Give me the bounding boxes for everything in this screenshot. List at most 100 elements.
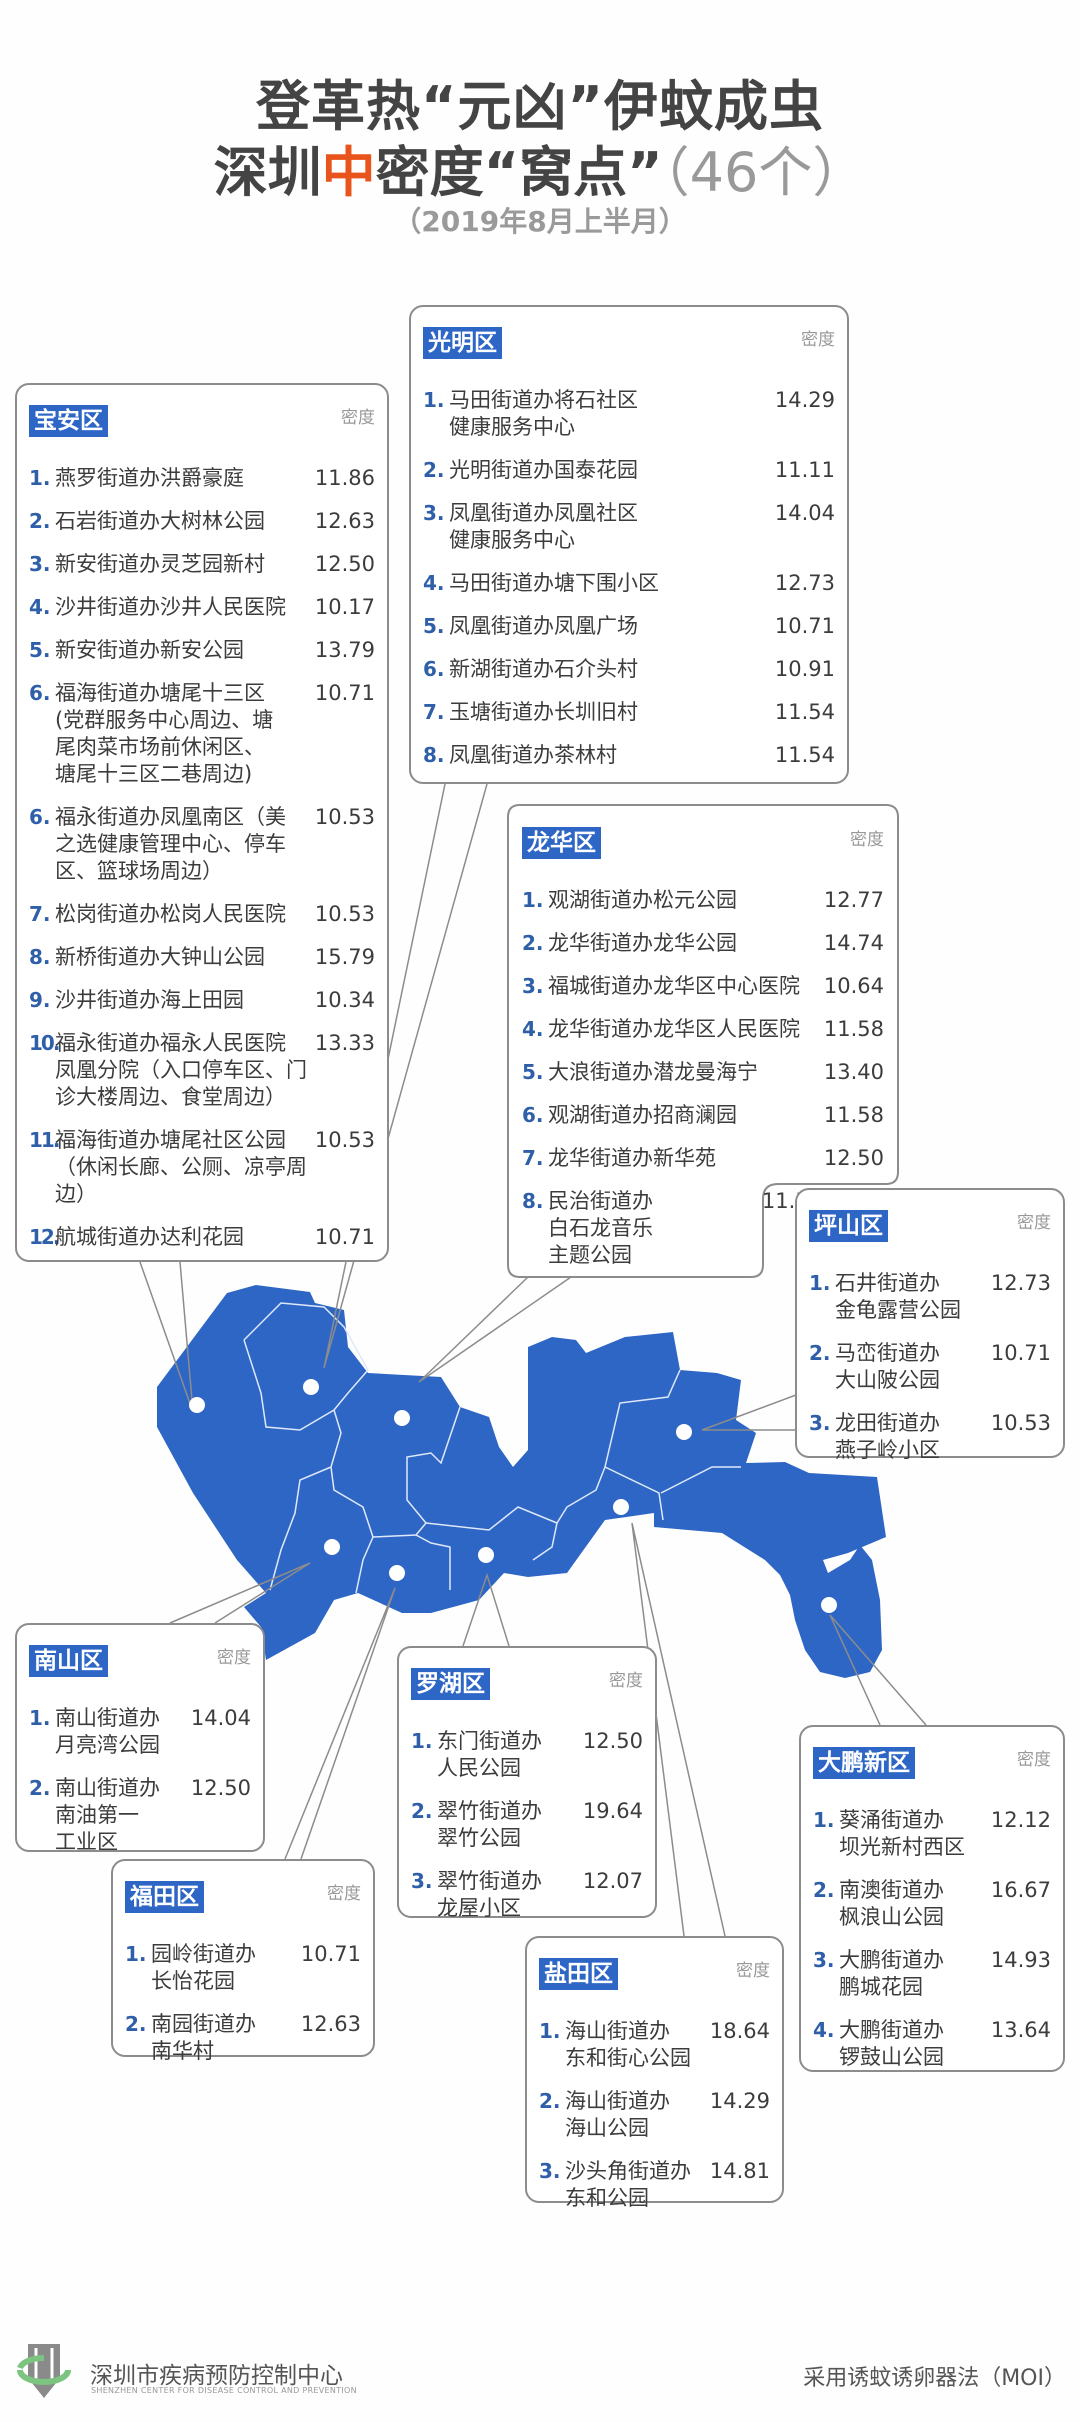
item-location: 福城街道办龙华区中心医院 <box>548 974 800 998</box>
density-header: 密度 <box>217 1648 251 1668</box>
list-item: 4. 马田街道办塘下围小区 12.73 <box>423 570 835 597</box>
item-number: 6. <box>423 657 445 681</box>
item-number: 3. <box>522 974 544 998</box>
leader-guangming <box>323 783 488 1369</box>
district-tag: 宝安区 <box>29 405 108 437</box>
item-number: 2. <box>29 509 51 533</box>
list-item: 7. 龙华街道办新华苑 12.50 <box>522 1145 884 1172</box>
district-panel-dapeng: 大鹏新区 密度 1. 葵涌街道办 坝光新村西区 12.12 2. 南澳街道办 枫浪山公园 16… <box>799 1725 1065 2072</box>
item-location: 大浪街道办潜龙曼海宁 <box>548 1060 758 1084</box>
item-density: 10.53 <box>314 805 375 829</box>
district-markers <box>189 1379 837 1613</box>
item-location: 福永街道办凤凰南区（美 之选健康管理中心、停车 区、篮球场周边） <box>55 805 286 883</box>
panel-header: 盐田区 密度 <box>539 1958 770 2002</box>
marker-longhua <box>394 1410 410 1426</box>
item-number: 6. <box>522 1103 544 1127</box>
item-location: 石井街道办 金龟露营公园 <box>835 1271 961 1322</box>
item-density: 14.93 <box>990 1948 1051 1972</box>
item-density: 10.91 <box>774 657 835 681</box>
item-location: 龙田街道办 燕子岭小区 <box>835 1411 940 1462</box>
marker-nanshan <box>324 1539 340 1555</box>
leader-futian <box>284 1587 396 1860</box>
item-number: 2. <box>813 1878 835 1902</box>
panel-header: 龙华区 密度 <box>522 827 884 871</box>
method-note: 采用诱蚊诱卵器法（MOI） <box>803 2366 1066 2391</box>
longhua-box-outline <box>507 804 899 1278</box>
item-location: 沙头角街道办 东和公园 <box>565 2159 691 2210</box>
item-number: 4. <box>29 595 51 619</box>
density-header: 密度 <box>736 1961 770 1981</box>
list-item: 3. 沙头角街道办 东和公园 14.81 <box>539 2158 770 2212</box>
item-number: 5. <box>423 614 445 638</box>
district-panel-pingshan: 坪山区 密度 1. 石井街道办 金龟露营公园 12.73 2. 马峦街道办 大山陂公园 10.… <box>795 1188 1065 1462</box>
leader-luohu <box>462 1572 510 1647</box>
district-panel-guangming: 光明区 密度 1. 马田街道办将石社区 健康服务中心 14.29 2. 光明街道办国泰花园 1… <box>409 305 849 784</box>
item-number: 2. <box>809 1341 831 1365</box>
item-density: 12.73 <box>990 1271 1051 1295</box>
marker-pingshan <box>676 1424 692 1440</box>
item-density: 10.34 <box>314 988 375 1012</box>
district-panel-yantian: 盐田区 密度 1. 海山街道办 东和街心公园 18.64 2. 海山街道办 海山公园 14.2… <box>525 1936 784 2210</box>
district-tag: 南山区 <box>29 1645 108 1677</box>
item-location: 马峦街道办 大山陂公园 <box>835 1341 940 1392</box>
item-number: 6. <box>29 681 51 705</box>
item-location: 东门街道办 人民公园 <box>437 1729 542 1780</box>
item-density: 11.11 <box>774 458 835 482</box>
item-number: 11. <box>29 1128 60 1152</box>
title-line-1: 登革热“元凶”伊蚊成虫 <box>256 75 824 138</box>
item-location: 民治街道办 白石龙音乐 主题公园 <box>548 1189 653 1267</box>
item-location: 凤凰街道办凤凰广场 <box>449 614 638 638</box>
item-density: 10.17 <box>314 595 375 619</box>
item-density: 11.58 <box>823 1103 884 1127</box>
item-number: 2. <box>29 1776 51 1800</box>
list-item: 8. 新桥街道办大钟山公园 15.79 <box>29 944 375 971</box>
panel-header: 罗湖区 密度 <box>411 1668 643 1712</box>
list-item: 9. 沙井街道办海上田园 10.34 <box>29 987 375 1014</box>
item-density: 10.53 <box>314 902 375 926</box>
item-number: 3. <box>29 552 51 576</box>
item-location: 新湖街道办石介头村 <box>449 657 638 681</box>
district-tag: 龙华区 <box>522 827 601 859</box>
item-location: 龙华街道办龙华区人民医院 <box>548 1017 800 1041</box>
item-density: 12.50 <box>314 552 375 576</box>
item-location: 凤凰街道办凤凰社区 健康服务中心 <box>449 501 638 552</box>
list-item: 10. 福永街道办福永人民医院 凤凰分院（入口停车区、门 诊大楼周边、食堂周边） 1… <box>29 1030 375 1111</box>
item-location: 松岗街道办松岗人民医院 <box>55 902 286 926</box>
item-location: 南山街道办 南油第一 工业区 <box>55 1776 160 1854</box>
item-density: 12.50 <box>190 1776 251 1800</box>
list-item: 8. 民治街道办 白石龙音乐 主题公园 11.58 <box>522 1188 822 1269</box>
item-density: 12.63 <box>300 2012 361 2036</box>
item-number: 3. <box>809 1411 831 1435</box>
item-location: 大鹏街道办 鹏城花园 <box>839 1948 944 1999</box>
subtitle: （2019年8月上半月） <box>393 205 687 238</box>
item-number: 1. <box>423 388 445 412</box>
item-number: 4. <box>522 1017 544 1041</box>
item-number: 7. <box>522 1146 544 1170</box>
item-number: 8. <box>29 945 51 969</box>
item-location: 马田街道办塘下围小区 <box>449 571 659 595</box>
item-number: 2. <box>522 931 544 955</box>
item-density: 13.33 <box>314 1031 375 1055</box>
item-density: 15.79 <box>314 945 375 969</box>
list-item: 5. 新安街道办新安公园 13.79 <box>29 637 375 664</box>
item-density: 14.04 <box>190 1706 251 1730</box>
item-density: 12.50 <box>823 1146 884 1170</box>
list-item: 1. 燕罗街道办洪爵豪庭 11.86 <box>29 465 375 492</box>
list-item: 1. 东门街道办 人民公园 12.50 <box>411 1728 643 1782</box>
item-location: 玉塘街道办长圳旧村 <box>449 700 638 724</box>
item-location: 新安街道办新安公园 <box>55 638 244 662</box>
item-number: 1. <box>539 2019 561 2043</box>
item-density: 10.71 <box>314 681 375 705</box>
org-name-en: SHENZHEN CENTER FOR DISEASE CONTROL AND … <box>91 2386 357 2395</box>
item-density: 11.58 <box>823 1017 884 1041</box>
item-density: 10.71 <box>774 614 835 638</box>
item-density: 10.71 <box>990 1341 1051 1365</box>
list-item: 1. 马田街道办将石社区 健康服务中心 14.29 <box>423 387 835 441</box>
density-header: 密度 <box>341 408 375 428</box>
item-density: 10.53 <box>990 1411 1051 1435</box>
item-location: 园岭街道办 长怡花园 <box>151 1942 256 1993</box>
item-location: 南园街道办 南华村 <box>151 2012 256 2063</box>
list-item: 7. 玉塘街道办长圳旧村 11.54 <box>423 699 835 726</box>
marker-yantian <box>613 1499 629 1515</box>
